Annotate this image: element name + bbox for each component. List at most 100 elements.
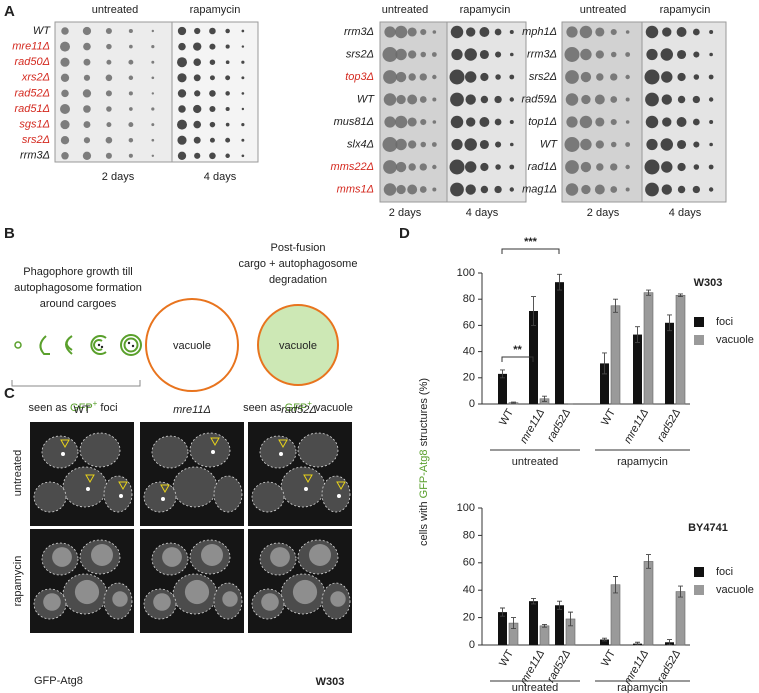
spot <box>83 105 91 113</box>
caption-part: GFP <box>70 402 93 414</box>
bar <box>600 639 609 645</box>
spot <box>394 115 408 129</box>
spot <box>509 187 514 192</box>
spot <box>225 75 231 81</box>
x-tick-label: WT <box>497 407 516 428</box>
strain-label: WT <box>357 93 375 105</box>
cell <box>79 432 121 468</box>
spot <box>151 45 155 49</box>
vacuole-signal <box>222 591 238 607</box>
marker-label: GFP-Atg8 <box>34 675 83 687</box>
spot <box>708 97 714 102</box>
spot <box>625 187 630 192</box>
legend-swatch <box>694 317 704 327</box>
y-tick-label: 40 <box>463 346 475 358</box>
strain-label: rrm3Δ <box>344 26 374 38</box>
spot <box>408 73 416 81</box>
spot <box>128 122 134 128</box>
y-tick-label: 0 <box>469 398 475 410</box>
caption-part: vacuole <box>312 402 353 414</box>
spot <box>395 71 407 83</box>
time-label: 4 days <box>669 207 702 219</box>
bar <box>675 591 686 646</box>
vacuole-signal <box>112 591 128 607</box>
y-tick-label: 0 <box>469 639 475 651</box>
cell <box>33 481 67 513</box>
spot <box>128 137 134 143</box>
bar <box>665 322 674 404</box>
spot <box>625 97 630 102</box>
treatment-label: rapamycin <box>460 4 511 16</box>
vacuole-label: vacuole <box>173 340 211 352</box>
spot <box>432 164 437 170</box>
y-label-part: cells with <box>418 498 430 546</box>
focus <box>86 487 90 491</box>
spot <box>625 74 630 80</box>
x-tick-label: rad52Δ <box>655 648 683 685</box>
spot <box>193 104 202 114</box>
cell <box>62 466 108 508</box>
panel-label: A <box>4 3 15 20</box>
spot <box>509 142 514 147</box>
spot <box>495 51 502 58</box>
focus <box>161 497 165 501</box>
spot <box>509 30 514 34</box>
spot <box>407 94 418 105</box>
spot <box>396 184 406 195</box>
spot <box>610 163 618 171</box>
spot <box>209 90 216 97</box>
spot <box>225 91 230 96</box>
y-tick-label: 20 <box>463 372 475 384</box>
treatment-label: untreated <box>580 4 626 16</box>
cell <box>143 481 177 513</box>
spot <box>480 185 489 194</box>
spot <box>209 75 215 81</box>
strain-label: rrm3Δ <box>20 150 50 162</box>
y-label-part: GFP-Atg8 <box>418 449 430 498</box>
spot <box>209 121 216 128</box>
chart-title: BY4741 <box>688 522 728 534</box>
row-label: rapamycin <box>12 556 24 607</box>
spot <box>383 70 397 84</box>
cell <box>189 432 231 468</box>
treatment-label: rapamycin <box>660 4 711 16</box>
focus <box>279 452 283 456</box>
arrowhead <box>85 474 95 484</box>
y-tick-label: 60 <box>463 319 475 331</box>
legend-label: foci <box>716 316 733 328</box>
strain-label: top3Δ <box>345 71 374 83</box>
strain-label: xrs2Δ <box>21 72 50 84</box>
column-header: rad52Δ <box>281 404 317 416</box>
vacuole-circle <box>257 304 339 386</box>
spot <box>209 105 216 113</box>
error-bar <box>511 617 516 630</box>
caption-part: + <box>93 399 98 408</box>
spot <box>431 142 437 147</box>
spot <box>177 57 187 68</box>
treatment-label: rapamycin <box>190 4 241 16</box>
spot <box>644 159 660 175</box>
error-bar <box>635 326 640 343</box>
spot <box>610 96 618 103</box>
spot <box>106 59 112 65</box>
spot <box>692 28 700 36</box>
spot <box>660 138 674 151</box>
spot <box>581 184 591 195</box>
cell <box>151 435 189 469</box>
spot <box>151 123 155 127</box>
spot <box>625 142 631 147</box>
spot <box>60 57 70 67</box>
spot <box>465 184 476 195</box>
spot <box>395 138 407 151</box>
spot <box>464 161 477 173</box>
error-bar <box>568 611 573 627</box>
spot <box>645 25 659 39</box>
spot <box>676 117 687 127</box>
arrowhead <box>210 437 220 447</box>
spot <box>677 95 686 104</box>
spot <box>151 76 155 80</box>
legend-swatch <box>694 335 704 345</box>
strain-label: mms22Δ <box>331 161 374 173</box>
vacuole-signal <box>330 591 346 607</box>
